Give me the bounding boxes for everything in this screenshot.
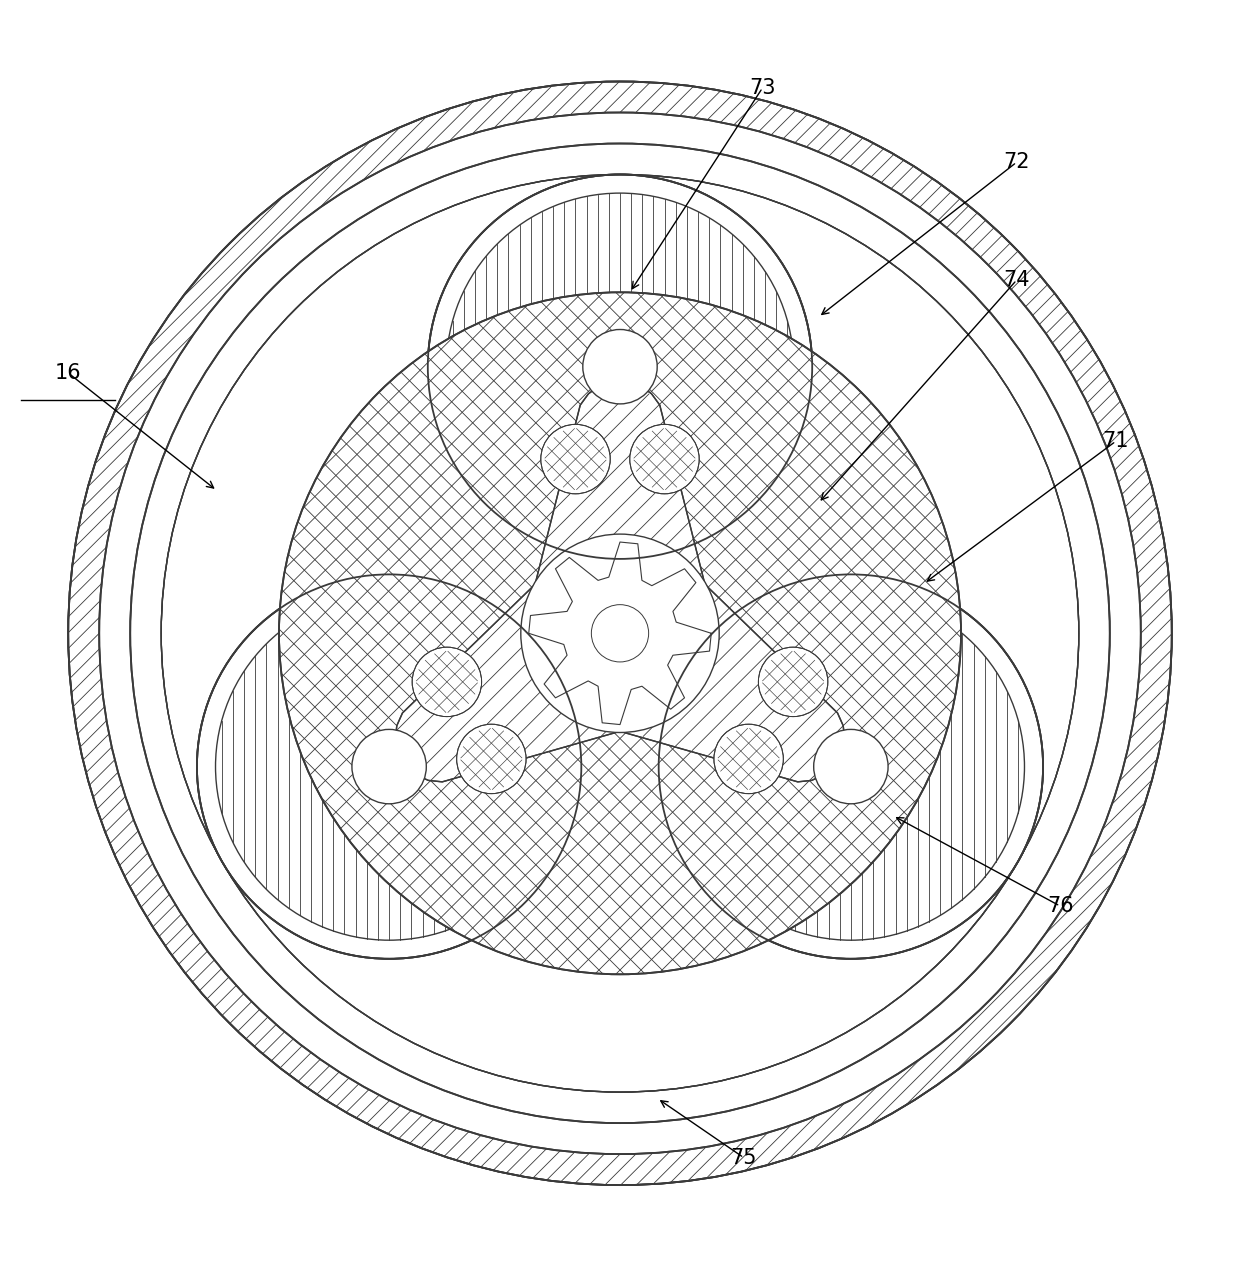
Text: 74: 74 <box>1003 270 1030 290</box>
Text: 73: 73 <box>749 78 776 97</box>
Circle shape <box>813 729 888 803</box>
Text: 75: 75 <box>730 1147 758 1168</box>
Circle shape <box>456 724 526 794</box>
Circle shape <box>658 574 1043 959</box>
Circle shape <box>352 729 427 803</box>
Circle shape <box>412 647 481 716</box>
Circle shape <box>759 647 828 716</box>
Circle shape <box>583 330 657 404</box>
Circle shape <box>630 425 699 494</box>
Circle shape <box>352 729 427 803</box>
Text: 71: 71 <box>1102 431 1130 451</box>
Circle shape <box>714 724 784 794</box>
Circle shape <box>197 574 582 959</box>
Circle shape <box>161 174 1079 1092</box>
Text: 76: 76 <box>1047 897 1074 916</box>
Circle shape <box>541 425 610 494</box>
Circle shape <box>813 729 888 803</box>
Circle shape <box>583 330 657 404</box>
Polygon shape <box>396 381 844 781</box>
Text: 72: 72 <box>1003 152 1030 173</box>
Circle shape <box>279 293 961 975</box>
Text: 16: 16 <box>55 363 82 382</box>
Polygon shape <box>528 542 712 725</box>
Circle shape <box>521 535 719 733</box>
Circle shape <box>428 174 812 559</box>
Circle shape <box>591 605 649 663</box>
Circle shape <box>68 82 1172 1186</box>
